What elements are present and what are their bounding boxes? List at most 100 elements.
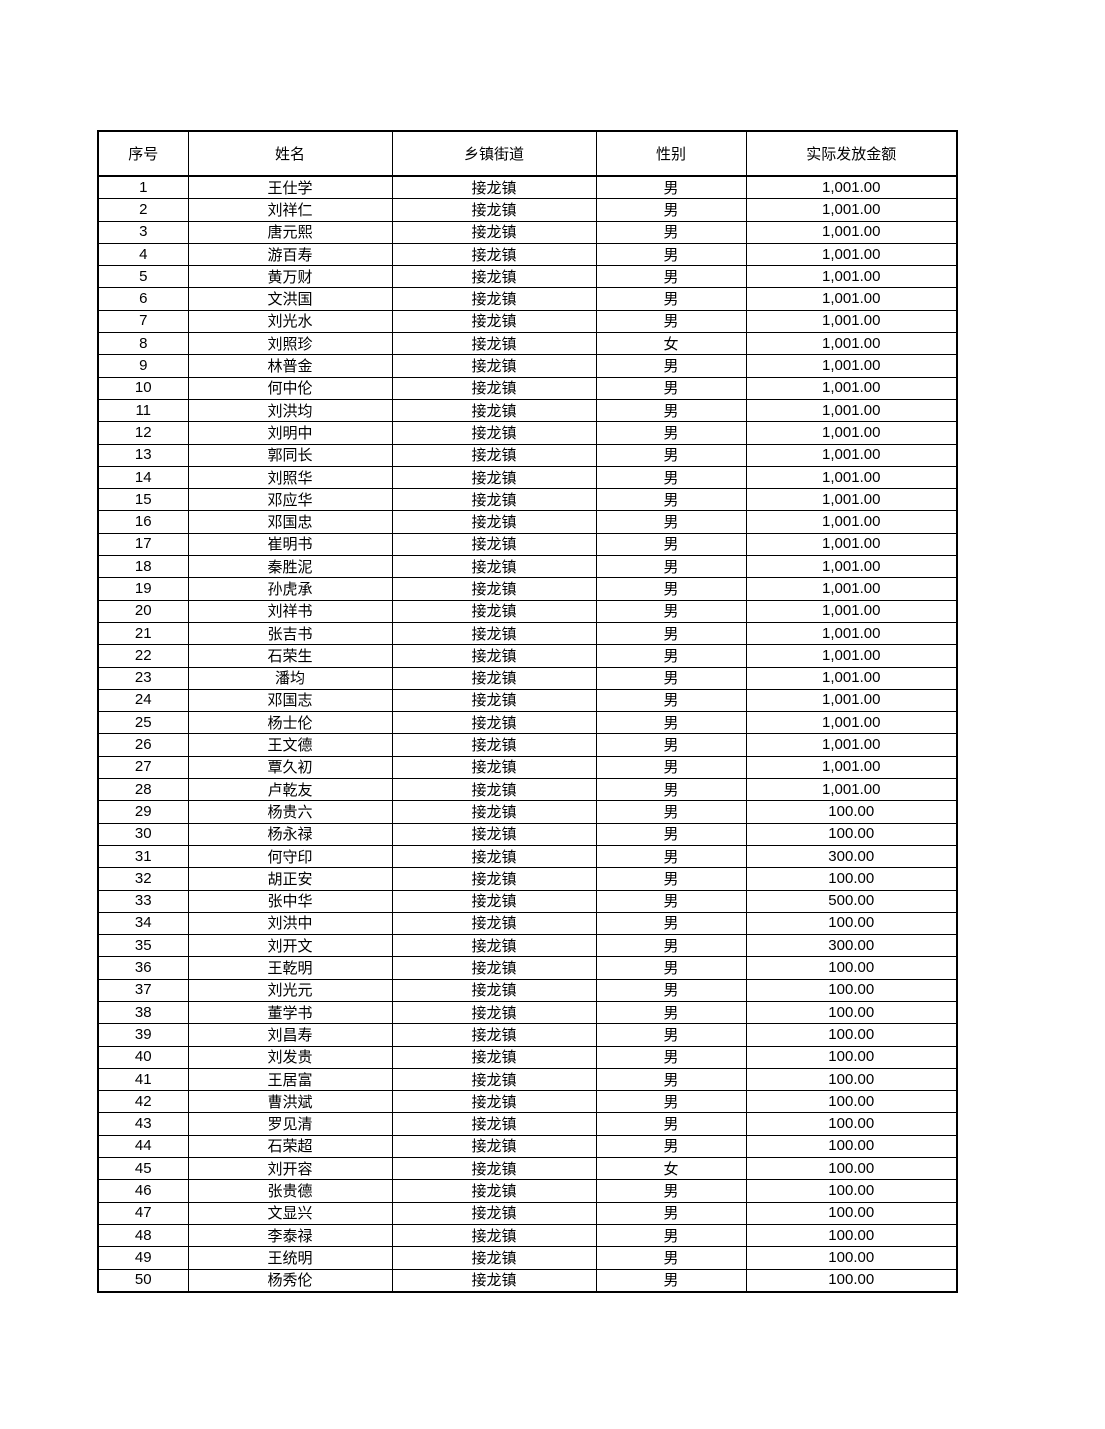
cell-name: 李泰禄	[187, 1223, 393, 1248]
table-row: 36 王乾明 接龙镇男 100.00	[97, 956, 958, 980]
cell-index: 8	[97, 332, 189, 356]
cell-name: 林普金	[187, 354, 393, 378]
table-row: 39 刘昌寿 接龙镇男 100.00	[97, 1023, 958, 1047]
cell-township: 接龙镇	[391, 1067, 597, 1092]
cell-gender: 男	[595, 443, 747, 467]
cell-name: 王文德	[187, 733, 393, 757]
cell-township: 接龙镇	[391, 1112, 597, 1136]
cell-township: 接龙镇	[391, 287, 597, 311]
table-row: 8 刘照珍 接龙镇女 1,001.00	[97, 332, 958, 356]
cell-name: 刘照华	[187, 465, 393, 490]
cell-index: 45	[97, 1157, 189, 1181]
cell-gender: 男	[595, 1112, 747, 1136]
cell-gender: 男	[595, 220, 747, 244]
cell-township: 接龙镇	[391, 555, 597, 579]
cell-index: 16	[97, 510, 189, 534]
cell-gender: 男	[595, 1268, 747, 1293]
table-row: 21 张吉书 接龙镇男 1,001.00	[97, 621, 958, 646]
cell-township: 接龙镇	[391, 577, 597, 601]
cell-gender: 男	[595, 911, 747, 936]
cell-amount: 1,001.00	[745, 711, 958, 735]
cell-index: 18	[97, 555, 189, 579]
table-row: 49 王统明 接龙镇男 100.00	[97, 1246, 958, 1270]
cell-gender: 男	[595, 287, 747, 311]
cell-index: 22	[97, 644, 189, 668]
cell-index: 9	[97, 354, 189, 378]
cell-gender: 男	[595, 175, 747, 200]
cell-amount: 100.00	[745, 1023, 958, 1047]
cell-township: 接龙镇	[391, 465, 597, 490]
cell-index: 33	[97, 889, 189, 913]
cell-gender: 男	[595, 867, 747, 891]
cell-township: 接龙镇	[391, 844, 597, 869]
cell-gender: 男	[595, 555, 747, 579]
cell-township: 接龙镇	[391, 1157, 597, 1181]
table-row: 29 杨贵六 接龙镇男 100.00	[97, 800, 958, 824]
cell-gender: 男	[595, 376, 747, 400]
table-row: 2 刘祥仁 接龙镇男 1,001.00	[97, 198, 958, 222]
cell-amount: 100.00	[745, 978, 958, 1002]
cell-township: 接龙镇	[391, 934, 597, 958]
cell-amount: 500.00	[745, 889, 958, 913]
cell-gender: 男	[595, 465, 747, 490]
cell-name: 刘洪中	[187, 911, 393, 936]
cell-township: 接龙镇	[391, 1268, 597, 1293]
cell-index: 11	[97, 398, 189, 423]
cell-amount: 1,001.00	[745, 510, 958, 534]
cell-township: 接龙镇	[391, 778, 597, 802]
cell-index: 1	[97, 175, 189, 200]
table-row: 50 杨秀伦 接龙镇男 100.00	[97, 1268, 958, 1293]
cell-township: 接龙镇	[391, 354, 597, 378]
cell-gender: 男	[595, 733, 747, 757]
cell-amount: 100.00	[745, 1223, 958, 1248]
table-row: 7 刘光水 接龙镇男 1,001.00	[97, 309, 958, 334]
cell-name: 王乾明	[187, 956, 393, 980]
cell-name: 崔明书	[187, 532, 393, 557]
cell-index: 38	[97, 1000, 189, 1025]
cell-township: 接龙镇	[391, 956, 597, 980]
cell-gender: 男	[595, 510, 747, 534]
cell-amount: 1,001.00	[745, 376, 958, 400]
cell-index: 32	[97, 867, 189, 891]
cell-amount: 100.00	[745, 1179, 958, 1203]
cell-gender: 男	[595, 265, 747, 289]
cell-name: 张中华	[187, 889, 393, 913]
header-name: 姓名	[187, 130, 393, 177]
cell-name: 董学书	[187, 1000, 393, 1025]
table-row: 46 张贵德 接龙镇男 100.00	[97, 1179, 958, 1203]
cell-gender: 男	[595, 599, 747, 623]
cell-gender: 男	[595, 198, 747, 222]
table-row: 11 刘洪均 接龙镇男 1,001.00	[97, 398, 958, 423]
table-row: 23 潘均 接龙镇男 1,001.00	[97, 666, 958, 690]
cell-gender: 男	[595, 889, 747, 913]
cell-township: 接龙镇	[391, 1090, 597, 1114]
cell-gender: 男	[595, 755, 747, 780]
cell-index: 26	[97, 733, 189, 757]
cell-index: 21	[97, 621, 189, 646]
cell-township: 接龙镇	[391, 688, 597, 713]
cell-index: 40	[97, 1045, 189, 1069]
cell-amount: 1,001.00	[745, 443, 958, 467]
cell-gender: 男	[595, 778, 747, 802]
table-row: 35 刘开文 接龙镇男 300.00	[97, 934, 958, 958]
cell-name: 文显兴	[187, 1201, 393, 1225]
cell-township: 接龙镇	[391, 800, 597, 824]
cell-name: 刘发贵	[187, 1045, 393, 1069]
cell-index: 37	[97, 978, 189, 1002]
cell-gender: 男	[595, 1223, 747, 1248]
cell-name: 刘开容	[187, 1157, 393, 1181]
cell-amount: 1,001.00	[745, 175, 958, 200]
table-row: 26 王文德 接龙镇男 1,001.00	[97, 733, 958, 757]
cell-name: 王统明	[187, 1246, 393, 1270]
cell-index: 50	[97, 1268, 189, 1293]
cell-gender: 男	[595, 978, 747, 1002]
cell-index: 43	[97, 1112, 189, 1136]
cell-index: 34	[97, 911, 189, 936]
cell-gender: 男	[595, 1023, 747, 1047]
cell-index: 28	[97, 778, 189, 802]
header-row: 序号 姓名 乡镇街道 性别 实际发放金额	[97, 130, 958, 177]
table-row: 3 唐元熙 接龙镇男 1,001.00	[97, 220, 958, 244]
cell-name: 唐元熙	[187, 220, 393, 244]
cell-name: 何中伦	[187, 376, 393, 400]
cell-township: 接龙镇	[391, 711, 597, 735]
